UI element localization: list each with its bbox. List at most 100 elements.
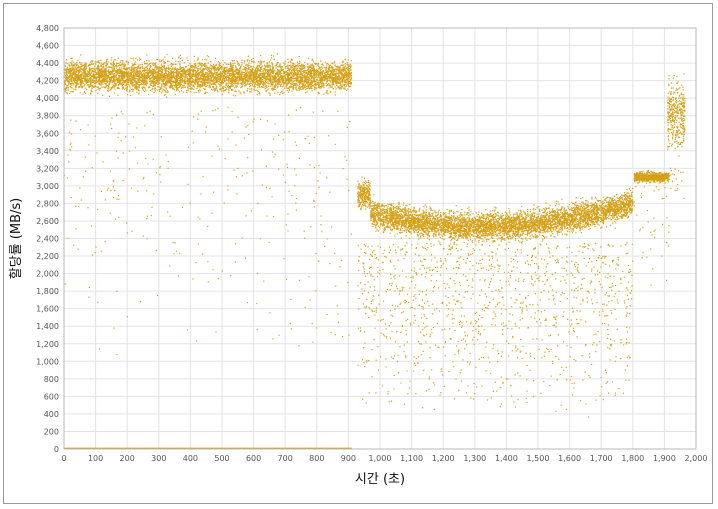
data-point <box>281 68 284 71</box>
data-point <box>66 59 68 61</box>
data-point <box>98 69 100 71</box>
data-point <box>164 75 166 77</box>
data-point <box>215 69 217 71</box>
data-point <box>345 85 347 87</box>
data-point <box>137 71 139 73</box>
data-point <box>337 70 339 72</box>
data-point <box>122 76 124 78</box>
data-point <box>332 62 334 65</box>
data-point <box>322 78 324 80</box>
data-point <box>186 73 188 75</box>
data-point <box>122 78 124 80</box>
data-point <box>97 92 99 94</box>
data-point <box>114 74 116 76</box>
data-point <box>221 80 223 82</box>
data-point <box>194 79 196 81</box>
data-point <box>228 70 230 72</box>
data-point <box>111 82 113 84</box>
data-point <box>336 82 338 84</box>
data-point <box>203 68 205 70</box>
data-point <box>136 75 138 77</box>
data-point <box>291 62 293 64</box>
data-point <box>270 68 272 70</box>
data-point <box>244 92 246 94</box>
data-point <box>154 85 156 87</box>
data-point <box>146 66 148 68</box>
data-point <box>179 82 181 84</box>
data-point <box>141 82 143 84</box>
data-point <box>211 81 213 83</box>
data-point <box>153 75 155 77</box>
data-point <box>278 78 280 80</box>
data-point <box>264 78 266 80</box>
data-point <box>188 74 190 76</box>
data-point <box>302 65 304 67</box>
data-point <box>333 84 335 86</box>
data-point <box>183 81 185 83</box>
data-point <box>100 75 102 77</box>
data-point <box>314 77 316 79</box>
data-point <box>106 90 109 92</box>
data-point <box>231 64 233 66</box>
data-point <box>311 63 313 66</box>
data-point <box>105 61 107 63</box>
data-point <box>302 70 304 72</box>
data-point <box>218 80 220 82</box>
data-point <box>64 76 66 78</box>
data-point <box>245 71 247 73</box>
data-point <box>74 87 77 89</box>
data-point <box>100 80 102 82</box>
data-point <box>168 68 170 71</box>
data-point <box>184 82 186 84</box>
data-point <box>307 82 309 84</box>
data-point <box>238 79 240 81</box>
data-point <box>144 87 146 89</box>
data-point <box>286 83 288 86</box>
data-point <box>154 88 156 90</box>
data-point <box>270 59 272 61</box>
data-point <box>347 59 349 61</box>
data-point <box>133 67 135 69</box>
data-point <box>178 76 180 78</box>
data-point <box>70 72 72 74</box>
data-point <box>260 77 262 79</box>
data-point <box>109 77 111 79</box>
data-point <box>68 80 70 83</box>
data-point <box>342 83 344 85</box>
data-point <box>319 82 321 84</box>
data-point <box>166 91 168 94</box>
data-point <box>300 80 302 82</box>
data-point <box>308 66 310 68</box>
data-point <box>347 72 349 74</box>
data-point <box>300 66 302 68</box>
data-point <box>74 72 76 75</box>
data-point <box>308 84 310 86</box>
data-point <box>289 82 291 84</box>
data-point <box>177 82 179 84</box>
data-point <box>189 70 191 72</box>
data-point <box>213 64 215 66</box>
data-point <box>176 78 178 80</box>
data-point <box>267 89 269 91</box>
data-point <box>303 81 305 83</box>
data-point <box>310 84 312 86</box>
data-point <box>249 75 251 77</box>
data-point <box>294 82 296 84</box>
data-point <box>232 71 234 73</box>
data-point <box>277 75 279 77</box>
data-point <box>221 70 223 73</box>
data-point <box>72 91 74 93</box>
data-point <box>256 74 258 76</box>
data-point <box>298 55 300 58</box>
data-point <box>224 80 226 82</box>
data-point <box>87 84 89 86</box>
data-point <box>95 83 97 85</box>
data-point <box>105 80 107 83</box>
data-point <box>201 83 203 85</box>
data-point <box>276 85 278 87</box>
data-point <box>326 63 328 65</box>
data-point <box>315 84 317 87</box>
data-point <box>157 69 160 71</box>
data-point <box>167 89 169 92</box>
data-point <box>252 73 254 75</box>
